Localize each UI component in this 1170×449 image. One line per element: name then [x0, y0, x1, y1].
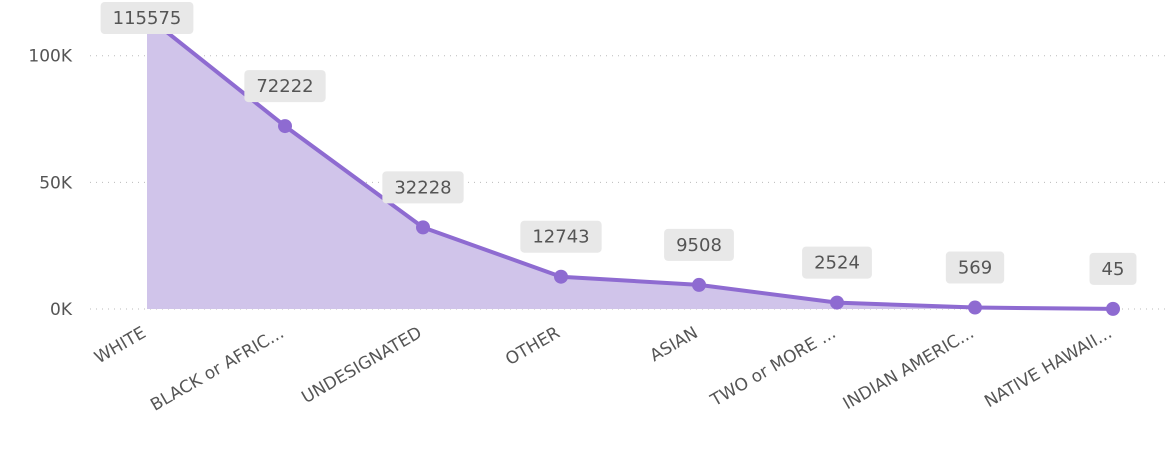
data-label: 569	[958, 258, 992, 279]
y-tick-label: 0K	[50, 300, 73, 320]
point	[692, 277, 706, 292]
x-tick-label: TWO or MORE ...	[707, 323, 840, 411]
data-label-box	[664, 228, 734, 261]
data-label-box	[520, 220, 602, 253]
point	[416, 220, 430, 235]
data-label-box	[1089, 252, 1137, 285]
x-tick-label: WHITE	[91, 323, 149, 368]
data-label: 12743	[532, 227, 589, 248]
point	[1106, 301, 1120, 316]
y-tick-label: 100K	[28, 47, 72, 67]
x-tick-label: UNDESIGNATED	[298, 323, 425, 408]
data-label: 45	[1102, 259, 1125, 280]
x-tick-label: ASIAN	[647, 323, 702, 366]
x-tick-label: OTHER	[502, 323, 563, 370]
area	[147, 16, 1113, 309]
data-label: 9508	[676, 235, 722, 256]
data-label-box	[100, 2, 194, 34]
data-label-box	[802, 246, 872, 279]
data-label: 115575	[113, 8, 182, 29]
point	[554, 269, 568, 284]
data-label-box	[382, 171, 464, 204]
x-tick-label: NATIVE HAWAII...	[981, 323, 1115, 412]
data-label-box	[244, 70, 326, 103]
data-label-box	[945, 251, 1005, 284]
data-label: 72222	[256, 76, 313, 97]
point	[278, 119, 292, 134]
line	[145, 14, 1114, 311]
x-tick-label: INDIAN AMERIC...	[840, 323, 978, 414]
point	[968, 300, 982, 315]
y-tick-label: 50K	[39, 173, 73, 193]
x-tick-label: BLACK or AFRIC...	[147, 323, 287, 416]
data-label: 2524	[814, 253, 860, 274]
data-label: 32228	[394, 177, 451, 198]
point	[830, 295, 844, 310]
